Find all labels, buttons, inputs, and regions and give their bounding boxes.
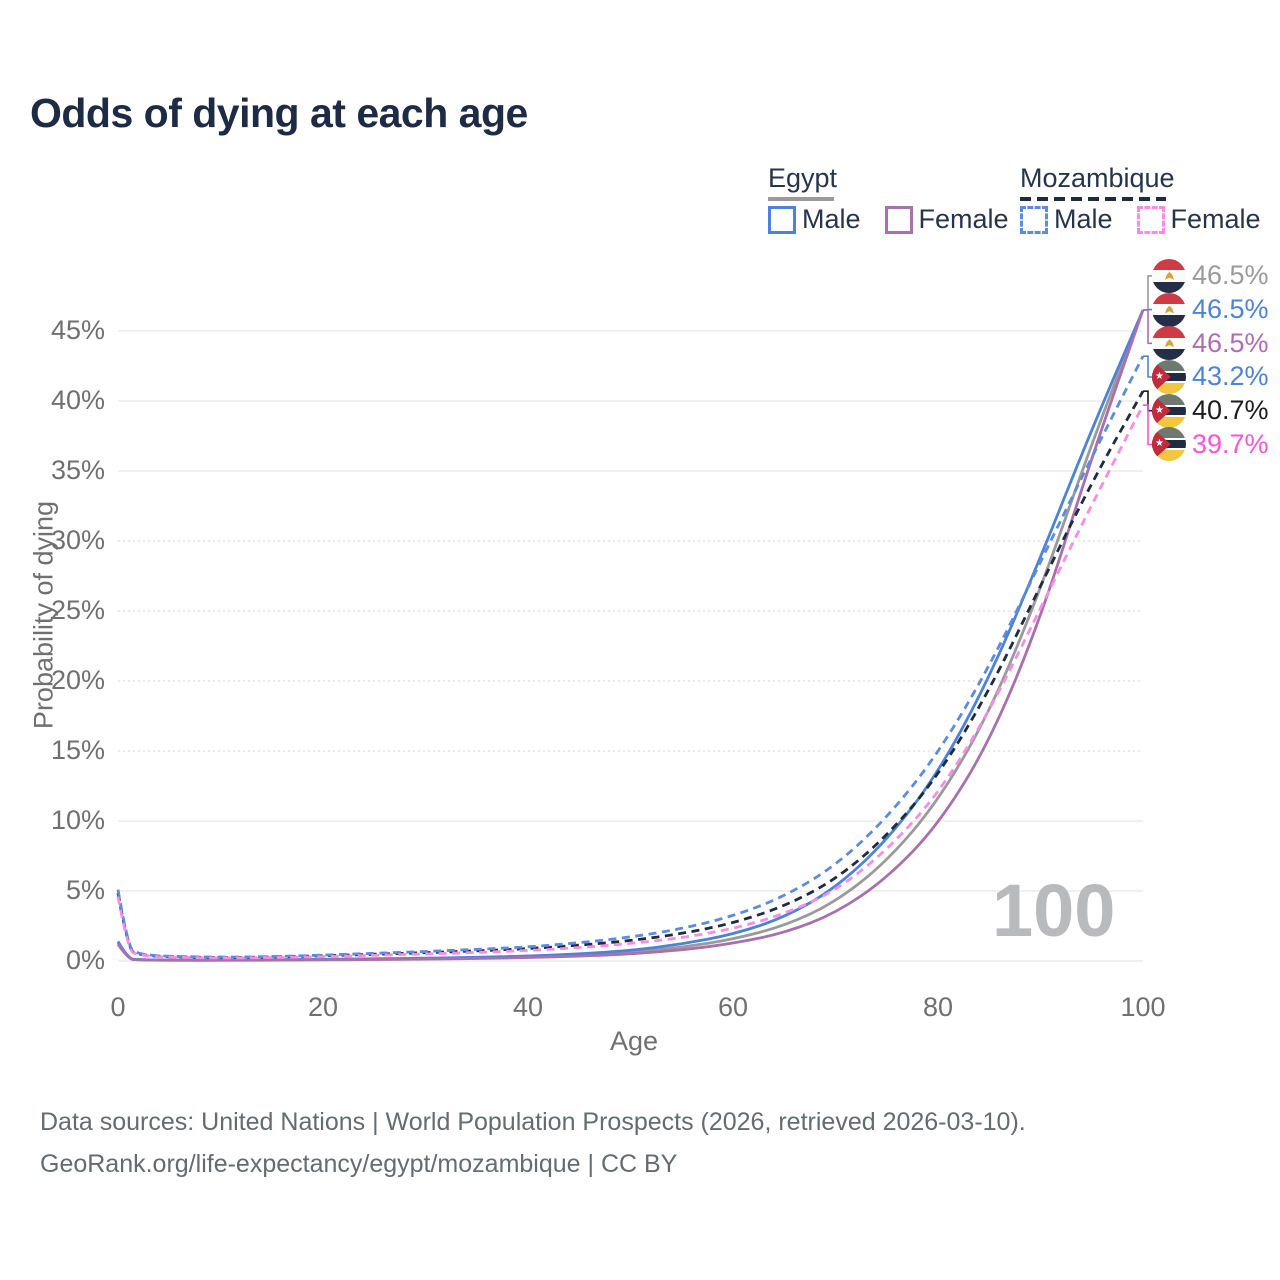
legend-group-egypt: Egypt Male Female <box>768 163 1009 234</box>
end-label-connector <box>1143 275 1152 311</box>
end-label-mozambique-male: ★ 43.2% <box>1152 359 1269 394</box>
end-label-connector <box>1143 309 1152 345</box>
series-line-mozambique-male <box>116 355 1145 959</box>
series-line-egypt <box>116 309 1145 962</box>
end-label-connector <box>1143 390 1152 412</box>
end-label-egypt-male: 46.5% <box>1152 292 1269 327</box>
y-tick-label: 5% <box>65 875 105 905</box>
y-tick-label: 25% <box>50 595 105 625</box>
egypt-flag-icon <box>1152 258 1186 293</box>
hovered-age-readout: 100 <box>992 869 1116 952</box>
end-value: 46.5% <box>1192 294 1269 325</box>
legend-item-mozambique-female[interactable]: Female <box>1136 204 1261 235</box>
mozambique-flag-icon: ★ <box>1152 393 1186 428</box>
x-tick-label: 60 <box>717 992 749 1022</box>
end-label-mozambique-female: ★ 39.7% <box>1152 427 1269 462</box>
page-title: Odds of dying at each age <box>30 90 528 136</box>
series-end-labels: 46.5% 46.5% 46.5% ★ 43.2% ★ 40.7% ★ 39.7… <box>1152 258 1269 462</box>
end-value: 46.5% <box>1192 260 1269 291</box>
legend-group-label: Mozambique <box>1020 163 1175 193</box>
legend-item-label: Male <box>1054 204 1113 234</box>
legend-item-label: Female <box>1170 204 1261 234</box>
x-tick-label: 40 <box>512 992 544 1022</box>
y-tick-label: 15% <box>50 735 105 765</box>
legend-item-mozambique-male[interactable]: Male <box>1020 204 1113 235</box>
y-tick-label: 40% <box>50 385 105 415</box>
end-label-mozambique-all: ★ 40.7% <box>1152 393 1269 428</box>
end-label-connector <box>1143 404 1152 446</box>
end-label-egypt-female: 46.5% <box>1152 326 1269 361</box>
y-tick-label: 35% <box>50 455 105 485</box>
legend-group-label: Egypt <box>768 163 838 193</box>
end-label-egypt-all: 46.5% <box>1152 258 1269 293</box>
mozambique-flag-icon: ★ <box>1152 359 1186 394</box>
end-value: 46.5% <box>1192 327 1269 358</box>
legend-group-mozambique: Mozambique Male Female <box>1020 163 1261 234</box>
end-value: 40.7% <box>1192 395 1269 426</box>
y-tick-label: 45% <box>50 315 105 345</box>
y-tick-label: 20% <box>50 665 105 695</box>
data-source-attribution: Data sources: United Nations | World Pop… <box>40 1108 1026 1136</box>
egypt-male-swatch-icon <box>768 205 796 234</box>
y-tick-label: 0% <box>65 945 105 975</box>
legend-line-sample-solid <box>768 197 834 201</box>
end-label-connector <box>1143 355 1152 378</box>
series-line-mozambique-female <box>116 404 1145 960</box>
end-value: 39.7% <box>1192 428 1269 459</box>
mozambique-female-swatch-icon <box>1136 205 1165 234</box>
legend-item-egypt-male[interactable]: Male <box>768 204 861 235</box>
y-tick-label: 30% <box>50 525 105 555</box>
legend-line-sample-dashed <box>1020 197 1166 201</box>
legend-item-label: Male <box>802 204 861 234</box>
legend-item-egypt-female[interactable]: Female <box>884 204 1009 235</box>
x-tick-label: 100 <box>1120 992 1166 1022</box>
x-axis-title: Age <box>610 1026 659 1056</box>
end-value: 43.2% <box>1192 361 1269 392</box>
legend-item-label: Female <box>918 204 1009 234</box>
x-tick-label: 20 <box>307 992 339 1022</box>
mozambique-male-swatch-icon <box>1020 205 1048 234</box>
egypt-flag-icon <box>1152 292 1186 327</box>
series-line-egypt-male <box>116 309 1145 962</box>
egypt-flag-icon <box>1152 326 1186 361</box>
x-tick-label: 0 <box>110 992 126 1022</box>
y-tick-label: 10% <box>50 805 105 835</box>
series-line-egypt-female <box>116 309 1145 962</box>
x-tick-label: 80 <box>922 992 954 1022</box>
license-attribution: GeoRank.org/life-expectancy/egypt/mozamb… <box>40 1150 678 1178</box>
mozambique-flag-icon: ★ <box>1152 427 1186 462</box>
egypt-female-swatch-icon <box>884 205 913 234</box>
